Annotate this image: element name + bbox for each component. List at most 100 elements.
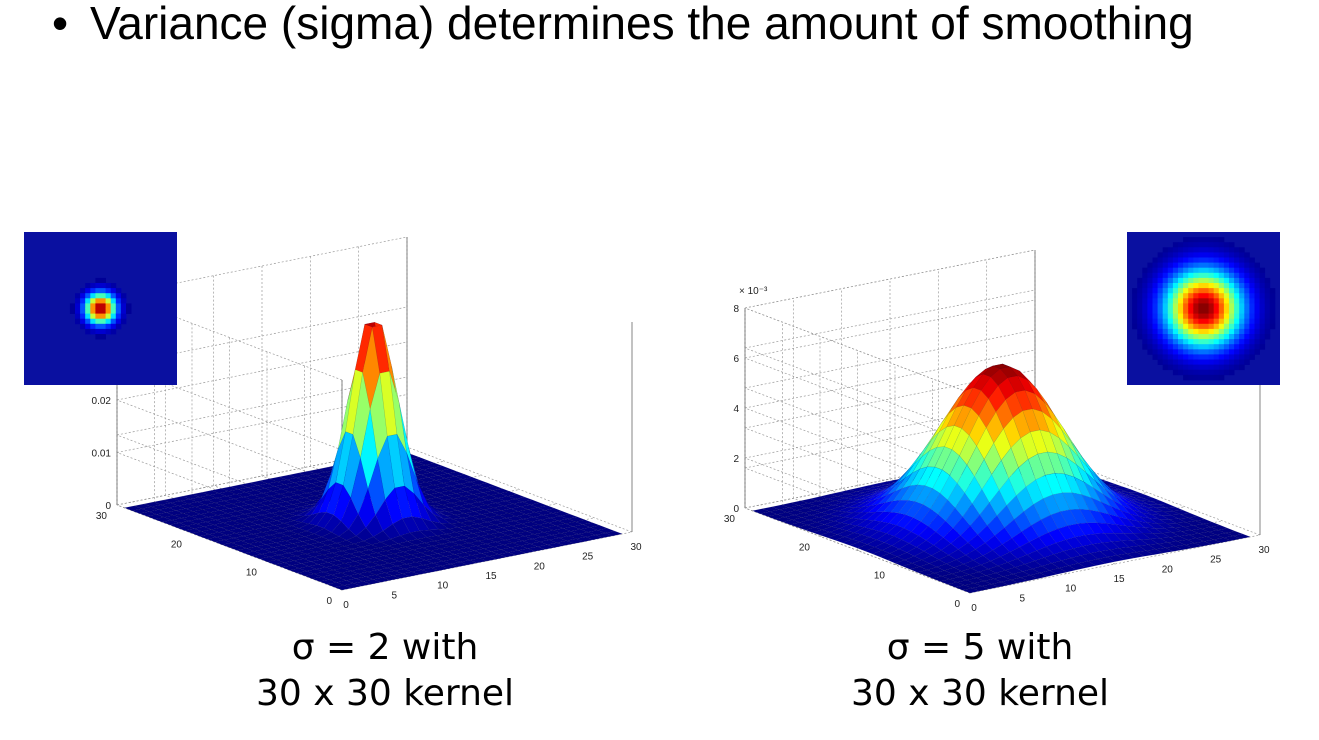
inset-pixel (100, 277, 106, 284)
inset-pixel (1213, 334, 1220, 340)
inset-pixel (1183, 237, 1189, 243)
inset-pixel (1264, 318, 1271, 325)
inset-pixel (100, 328, 106, 335)
inset-pixel (105, 308, 112, 314)
inset-pixel (1198, 267, 1204, 274)
inset-pixel (1162, 247, 1169, 253)
inset-pixel (1172, 369, 1179, 376)
inset-pixel (1229, 293, 1235, 299)
inset-pixel (1162, 308, 1169, 314)
inset-pixel (1223, 257, 1230, 263)
inset-pixel (100, 293, 106, 299)
inset-pixel (105, 318, 112, 325)
inset-pixel (75, 313, 81, 320)
inset-pixel (1132, 298, 1138, 304)
inset-pixel (1264, 328, 1271, 335)
inset-pixel (1167, 318, 1174, 325)
inset-pixel (1193, 354, 1199, 360)
inset-pixel (1157, 318, 1164, 325)
inset-pixel (1147, 277, 1153, 284)
inset-pixel (1193, 272, 1199, 279)
inset-pixel (1218, 298, 1225, 304)
inset-pixel (1167, 247, 1174, 253)
inset-pixel (1208, 364, 1215, 371)
inset-pixel (1244, 277, 1250, 284)
inset-pixel (1218, 257, 1225, 263)
inset-pixel (1172, 272, 1179, 279)
inset-pixel (1269, 323, 1276, 330)
inset-pixel (110, 323, 117, 330)
inset-pixel (1254, 323, 1260, 330)
inset-pixel (1223, 288, 1230, 294)
inset-pixel (1142, 288, 1148, 294)
inset-pixel (110, 293, 117, 299)
inset-pixel (1203, 293, 1209, 299)
inset-pixel (90, 318, 96, 325)
inset-pixel (1198, 298, 1204, 304)
inset-pixel (1167, 359, 1174, 365)
inset-pixel (1147, 272, 1153, 279)
inset-pixel (1249, 298, 1255, 304)
inset-pixel (1188, 267, 1194, 274)
inset-pixel (1203, 323, 1209, 330)
inset-pixel (1213, 288, 1220, 294)
inset-pixel (1223, 262, 1230, 269)
inset-pixel (1203, 364, 1209, 371)
gaussian-plot-sigma-5: 0 2 4 6 8 × 10⁻³ 0 10 20 30 0 5 10 15 20 25 30 (640, 225, 1280, 625)
inset-pixel (1157, 262, 1164, 269)
inset-pixel (1249, 293, 1255, 299)
inset-pixel (1229, 308, 1235, 314)
inset-pixel (1218, 344, 1225, 350)
inset-pixel (1208, 252, 1215, 258)
inset-pixel (1213, 272, 1220, 279)
inset-pixel (1157, 303, 1164, 309)
inset-pixel (1208, 242, 1215, 248)
inset-pixel (1188, 252, 1194, 258)
inset-pixel (1244, 283, 1250, 289)
surface-facet (1225, 531, 1244, 537)
inset-pixel (1162, 344, 1169, 350)
inset-pixel (1203, 334, 1209, 340)
inset-pixel (1218, 328, 1225, 335)
wall-gridline (116, 376, 408, 436)
inset-pixel (1259, 303, 1266, 309)
inset-pixel (1223, 339, 1230, 345)
x-tick-label: 0 (971, 603, 977, 614)
inset-pixel (1162, 303, 1169, 309)
inset-pixel (1269, 293, 1276, 299)
inset-pixel (1239, 344, 1245, 350)
inset-pixel (1203, 283, 1209, 289)
inset-pixel (1188, 288, 1194, 294)
z-tick-label: 8 (733, 304, 739, 315)
caption-sigma-2: σ = 2 with 30 x 30 kernel (205, 625, 565, 717)
inset-pixel (1244, 313, 1250, 320)
z-tick-label: 0.02 (92, 396, 112, 407)
inset-pixel (1172, 303, 1179, 309)
inset-pixel (1137, 293, 1143, 299)
inset-pixel (1234, 313, 1240, 320)
inset-pixel (1142, 308, 1148, 314)
surface-facet (582, 522, 601, 528)
inset-pixel (1198, 308, 1204, 314)
inset-pixel (1188, 339, 1194, 345)
inset-pixel (1203, 242, 1209, 248)
inset-pixel (1229, 277, 1235, 284)
inset-pixel (1244, 252, 1250, 258)
inset-pixel (1234, 323, 1240, 330)
gaussian-plot-sigma-2: 0 0.01 0.02 0 10 20 30 0 5 10 15 20 25 30 (12, 225, 652, 625)
inset-pixel (1172, 262, 1179, 269)
inset-pixel (1208, 247, 1215, 253)
inset-pixel (1254, 339, 1260, 345)
inset-pixel (1193, 328, 1199, 335)
inset-pixel (1208, 293, 1215, 299)
inset-pixel (1264, 277, 1271, 284)
inset-pixel (1157, 298, 1164, 304)
surface-facet (567, 516, 586, 522)
inset-pixel (100, 298, 106, 304)
inset-pixel (1269, 318, 1276, 325)
inset-pixel (1193, 262, 1199, 269)
inset-pixel (115, 293, 122, 299)
caption-left-line1: σ = 2 with (291, 627, 479, 668)
